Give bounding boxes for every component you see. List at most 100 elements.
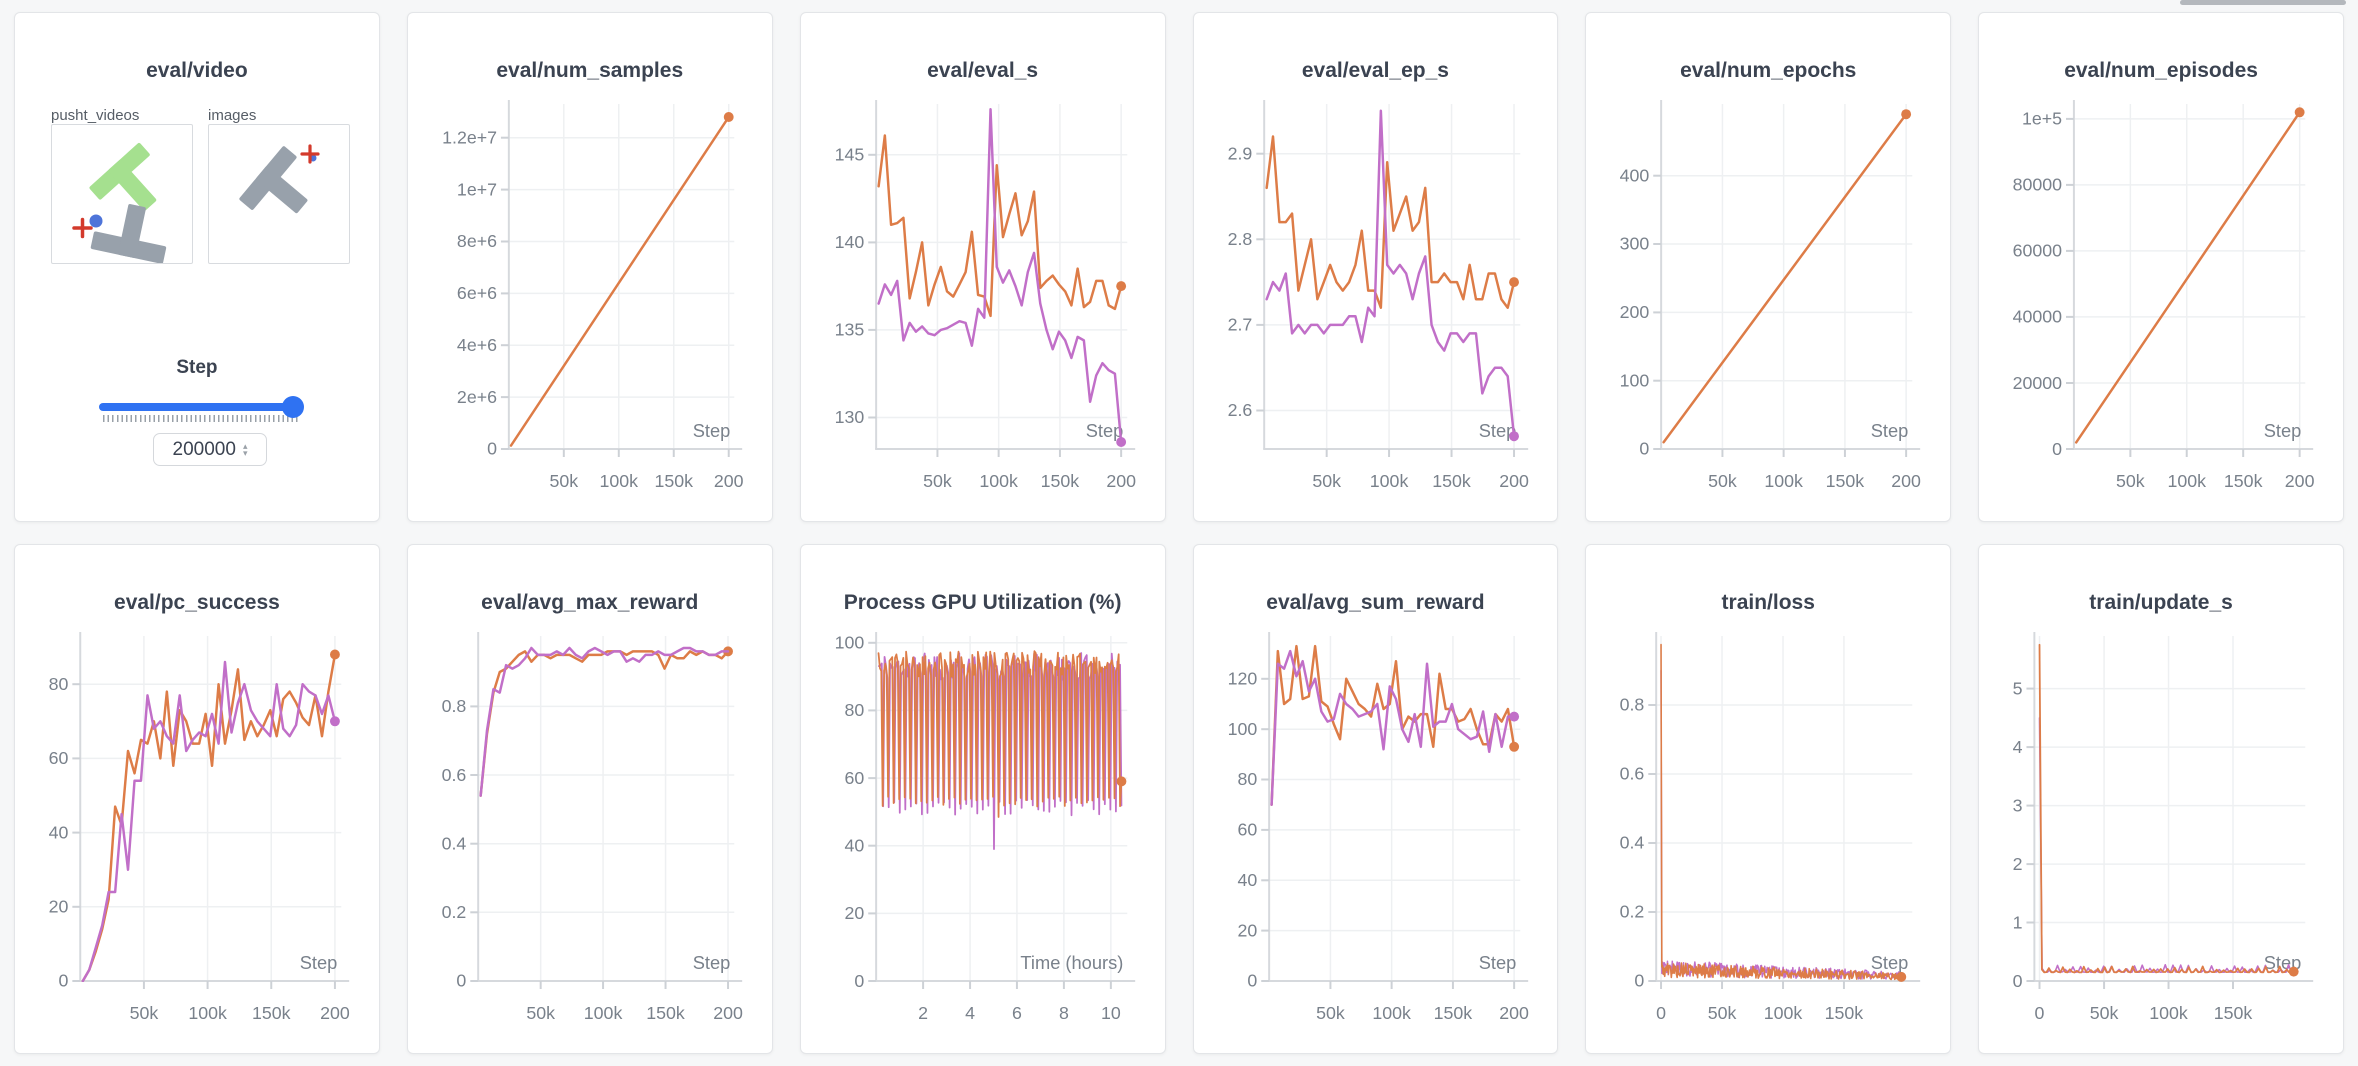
image-thumbnail[interactable] [208, 124, 350, 264]
step-number-input[interactable]: 200000 ▴ ▾ [153, 433, 267, 466]
chart-title: eval/avg_max_reward [481, 591, 699, 614]
chart-title: eval/num_epochs [1680, 59, 1857, 82]
svg-text:20: 20 [1237, 920, 1257, 940]
svg-text:40000: 40000 [2013, 307, 2062, 327]
svg-text:Step: Step [2264, 420, 2302, 441]
svg-text:150k: 150k [654, 471, 693, 491]
svg-text:50k: 50k [1708, 1003, 1737, 1023]
green-t-shape [89, 143, 157, 211]
svg-text:100: 100 [834, 632, 864, 652]
line-chart-canvas[interactable]: 130 135 140 145 50k 100k 150k 200 Step [801, 13, 1165, 521]
svg-text:50k: 50k [1316, 1003, 1345, 1023]
svg-text:0.6: 0.6 [1620, 764, 1645, 784]
line-chart-canvas[interactable]: 0 20 40 60 80 50k 100k 150k 200 Step [15, 545, 379, 1053]
svg-text:5: 5 [2013, 678, 2023, 698]
svg-text:40: 40 [49, 822, 69, 842]
decrement-arrow-icon[interactable]: ▾ [242, 447, 248, 458]
svg-text:50k: 50k [1312, 471, 1341, 491]
media-panel-eval-video: eval/video pusht_videos images [14, 12, 380, 522]
chart-panel-eval-avg-sum-reward: eval/avg_sum_reward 0 20 40 60 80 100 120 50k 10… [1192, 544, 1559, 1054]
svg-text:8e+6: 8e+6 [457, 231, 497, 251]
chart-title: eval/num_episodes [2064, 59, 2258, 82]
svg-text:60: 60 [844, 768, 864, 788]
stepper-arrows[interactable]: ▴ ▾ [242, 440, 248, 458]
step-value[interactable]: 200000 [172, 438, 236, 460]
svg-text:2.6: 2.6 [1227, 400, 1252, 420]
svg-text:0.4: 0.4 [441, 833, 466, 853]
svg-text:50k: 50k [130, 1003, 159, 1023]
svg-text:0: 0 [2052, 439, 2062, 459]
video-thumbnail-pusht[interactable] [51, 124, 193, 264]
svg-text:100k: 100k [188, 1003, 227, 1023]
svg-text:100k: 100k [2168, 471, 2207, 491]
target-cross-icon [72, 217, 93, 239]
step-slider-handle[interactable] [282, 396, 304, 418]
svg-text:150k: 150k [1826, 471, 1865, 491]
line-chart-canvas[interactable]: 0 2e+6 4e+6 6e+6 8e+6 1e+7 1.2e+7 50k 100k 150k 20… [408, 13, 772, 521]
svg-text:0: 0 [1247, 971, 1257, 991]
chart-panel-eval-num-epochs: eval/num_epochs 0 100 200 300 400 50k 100k 150k… [1585, 12, 1952, 522]
svg-text:50k: 50k [549, 471, 578, 491]
svg-text:100k: 100k [979, 471, 1018, 491]
svg-text:150k: 150k [1432, 471, 1471, 491]
svg-text:2.9: 2.9 [1227, 143, 1252, 163]
gray-t-shape [90, 204, 167, 263]
svg-text:1e+7: 1e+7 [457, 179, 497, 199]
line-chart-canvas[interactable]: 0 0.2 0.4 0.6 0.8 0 50k 100k 150k Step [1586, 545, 1950, 1053]
line-chart-canvas[interactable]: 2.6 2.7 2.8 2.9 50k 100k 150k 200 Step [1194, 13, 1558, 521]
svg-text:150k: 150k [1825, 1003, 1864, 1023]
chart-title: eval/avg_sum_reward [1266, 591, 1485, 614]
svg-text:60: 60 [1237, 820, 1257, 840]
step-slider-track[interactable] [99, 403, 301, 411]
svg-text:150k: 150k [252, 1003, 291, 1023]
svg-text:0: 0 [1640, 439, 1650, 459]
increment-arrow-icon[interactable]: ▴ [242, 440, 248, 451]
svg-text:Step: Step [1478, 420, 1516, 441]
svg-text:100k: 100k [1765, 471, 1804, 491]
line-chart-canvas[interactable]: 0 20000 40000 60000 80000 1e+5 50k 100k 150k 200 S… [1979, 13, 2343, 521]
svg-text:100k: 100k [599, 471, 638, 491]
svg-text:Step: Step [693, 420, 731, 441]
svg-text:0.2: 0.2 [441, 902, 466, 922]
svg-text:150k: 150k [2214, 1003, 2253, 1023]
svg-text:0: 0 [1635, 971, 1645, 991]
line-chart-canvas[interactable]: 0 0.2 0.4 0.6 0.8 50k 100k 150k 200 Step [408, 545, 772, 1053]
svg-text:3: 3 [2013, 795, 2023, 815]
pusht-scene [239, 144, 320, 214]
svg-text:100k: 100k [1764, 1003, 1803, 1023]
svg-text:200: 200 [1620, 302, 1650, 322]
horizontal-scrollbar-thumb[interactable] [2180, 0, 2346, 5]
svg-text:50k: 50k [1708, 471, 1737, 491]
svg-text:50k: 50k [2116, 471, 2145, 491]
line-chart-canvas[interactable]: 0 100 200 300 400 50k 100k 150k 200 Step [1586, 13, 1950, 521]
svg-text:Time (hours): Time (hours) [1020, 952, 1123, 973]
chart-title: train/update_s [2089, 591, 2233, 614]
svg-text:300: 300 [1620, 234, 1650, 254]
step-slider-tickmarks [103, 415, 301, 422]
svg-text:0.2: 0.2 [1620, 902, 1645, 922]
svg-text:20: 20 [49, 896, 69, 916]
svg-text:80: 80 [844, 700, 864, 720]
svg-text:50k: 50k [923, 471, 952, 491]
chart-title: eval/pc_success [114, 591, 280, 614]
svg-text:Step: Step [300, 952, 338, 973]
media-key-label: pusht_videos [51, 107, 140, 124]
chart-panel-eval-avg-max-reward: eval/avg_max_reward 0 0.2 0.4 0.6 0.8 50k 100k… [406, 544, 773, 1054]
svg-text:1e+5: 1e+5 [2022, 109, 2062, 129]
svg-text:20000: 20000 [2013, 373, 2062, 393]
svg-text:Step: Step [1085, 420, 1123, 441]
svg-text:20: 20 [844, 903, 864, 923]
line-chart-canvas[interactable]: 0 20 40 60 80 100 2 4 6 8 10 Time (hours) [801, 545, 1165, 1053]
svg-text:4: 4 [965, 1003, 975, 1023]
chart-panel-train-loss: train/loss 0 0.2 0.4 0.6 0.8 0 50k 100k 150k Step [1585, 544, 1952, 1054]
chart-title: eval/eval_s [927, 59, 1039, 82]
svg-text:2.7: 2.7 [1227, 315, 1252, 335]
line-chart-canvas[interactable]: 0 20 40 60 80 100 120 50k 100k 150k 200 Step [1194, 545, 1558, 1053]
svg-text:2: 2 [2013, 854, 2023, 874]
svg-text:150k: 150k [1040, 471, 1079, 491]
svg-text:Step: Step [1478, 952, 1516, 973]
svg-text:150k: 150k [2224, 471, 2263, 491]
svg-text:200: 200 [1499, 1003, 1529, 1023]
